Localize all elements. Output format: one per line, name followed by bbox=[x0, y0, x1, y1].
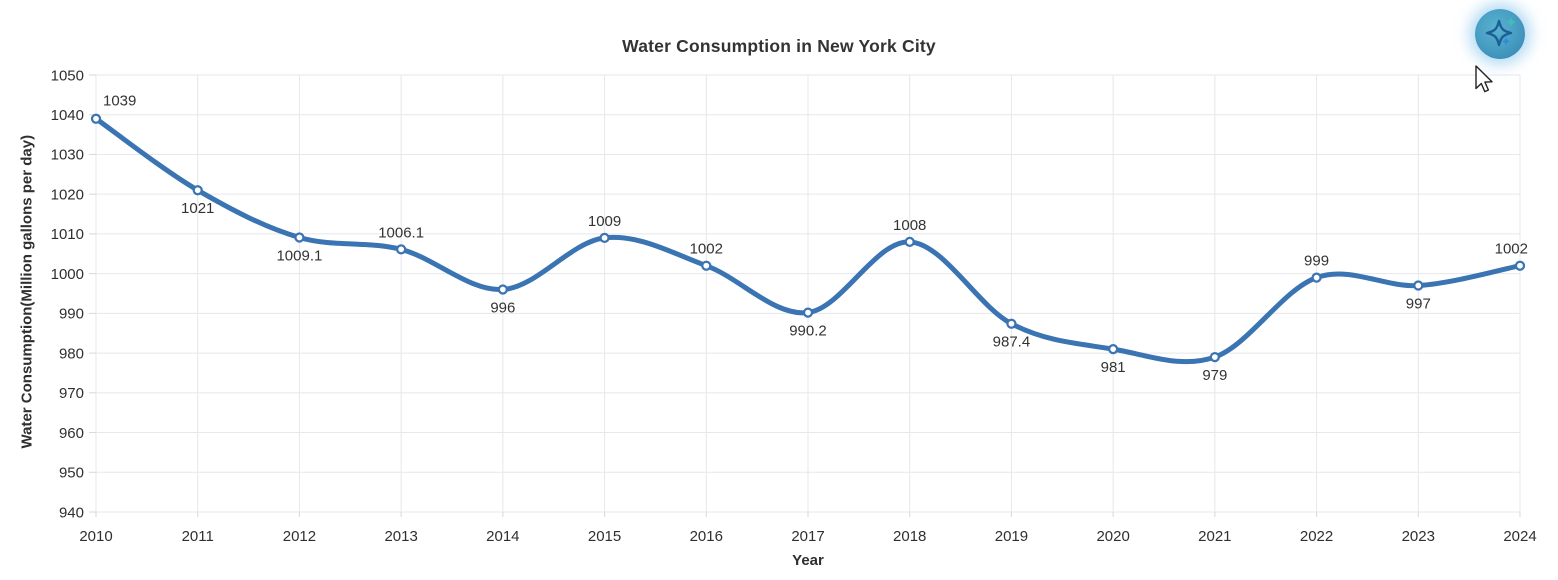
y-axis-tick-label: 960 bbox=[59, 425, 84, 442]
data-point[interactable] bbox=[1108, 343, 1119, 355]
y-axis-tick-label: 990 bbox=[59, 306, 84, 323]
data-point[interactable] bbox=[802, 307, 814, 318]
y-axis-tick-label: 1050 bbox=[51, 67, 84, 84]
x-axis-tick-label: 2011 bbox=[182, 528, 214, 545]
data-point-label: 981 bbox=[1101, 359, 1126, 376]
data-point-label: 1008 bbox=[893, 217, 926, 234]
x-axis-tick-label: 2012 bbox=[283, 528, 316, 545]
data-point-label: 987.4 bbox=[993, 334, 1031, 351]
data-point-label: 1002 bbox=[690, 241, 723, 258]
y-axis-tick-label: 1040 bbox=[51, 107, 84, 124]
x-axis-tick-label: 2019 bbox=[995, 528, 1028, 545]
x-axis-tick-label: 2010 bbox=[79, 528, 112, 545]
y-axis-tick-label: 940 bbox=[59, 504, 84, 521]
ai-sparkle-orb-icon bbox=[1485, 17, 1516, 47]
data-point-label: 997 bbox=[1406, 296, 1431, 313]
x-axis-tick-label: 2021 bbox=[1198, 528, 1231, 545]
chart-title: Water Consumption in New York City bbox=[622, 36, 936, 56]
data-point-label: 990.2 bbox=[789, 323, 827, 340]
x-axis-tick-label: 2013 bbox=[384, 528, 417, 545]
data-point[interactable] bbox=[904, 236, 915, 247]
data-point[interactable] bbox=[294, 232, 305, 243]
data-point[interactable] bbox=[1311, 272, 1322, 283]
data-point[interactable] bbox=[599, 232, 610, 244]
x-axis-tick-label: 2023 bbox=[1402, 528, 1435, 545]
x-axis-tick-label: 2017 bbox=[791, 528, 824, 545]
data-point[interactable] bbox=[396, 244, 407, 255]
y-axis-tick-label: 980 bbox=[59, 345, 84, 362]
x-axis-tick-label: 2014 bbox=[486, 528, 519, 545]
x-axis-tick-label: 2018 bbox=[893, 528, 926, 545]
ai-assistant-button[interactable] bbox=[1475, 9, 1525, 59]
x-axis-title: Year bbox=[792, 552, 824, 569]
data-point[interactable] bbox=[1514, 260, 1526, 271]
data-point-label: 996 bbox=[490, 300, 515, 317]
y-axis-tick-label: 1020 bbox=[51, 186, 84, 203]
y-axis-tick-label: 1010 bbox=[51, 226, 84, 243]
x-axis-tick-label: 2016 bbox=[690, 528, 723, 545]
data-point[interactable] bbox=[497, 284, 508, 295]
data-point-label: 999 bbox=[1304, 253, 1329, 270]
x-axis-tick-label: 2022 bbox=[1300, 528, 1333, 545]
data-point[interactable] bbox=[90, 113, 102, 124]
data-point-label: 1002 bbox=[1495, 241, 1528, 258]
x-axis-tick-label: 2024 bbox=[1503, 528, 1536, 545]
data-point[interactable] bbox=[1413, 280, 1424, 291]
y-axis-title: Water Consumption(Million gallons per da… bbox=[18, 134, 36, 449]
data-point[interactable] bbox=[192, 185, 203, 196]
y-axis-tick-label: 1000 bbox=[51, 266, 84, 283]
data-point-label: 1039 bbox=[103, 93, 136, 110]
data-point-label: 1009.1 bbox=[276, 247, 322, 264]
data-point-label: 1021 bbox=[181, 200, 214, 217]
x-axis-tick-label: 2015 bbox=[588, 528, 621, 545]
y-axis-tick-label: 950 bbox=[59, 465, 84, 482]
data-point[interactable] bbox=[1209, 351, 1220, 363]
data-point[interactable] bbox=[701, 260, 712, 271]
y-axis-tick-label: 1030 bbox=[51, 147, 84, 164]
x-axis-tick-label: 2020 bbox=[1096, 528, 1129, 545]
data-point-label: 979 bbox=[1202, 367, 1227, 384]
y-axis-tick-label: 970 bbox=[59, 385, 84, 402]
data-point-label: 1006.1 bbox=[378, 224, 424, 241]
data-point[interactable] bbox=[1006, 318, 1017, 329]
data-point-label: 1009 bbox=[588, 213, 621, 230]
